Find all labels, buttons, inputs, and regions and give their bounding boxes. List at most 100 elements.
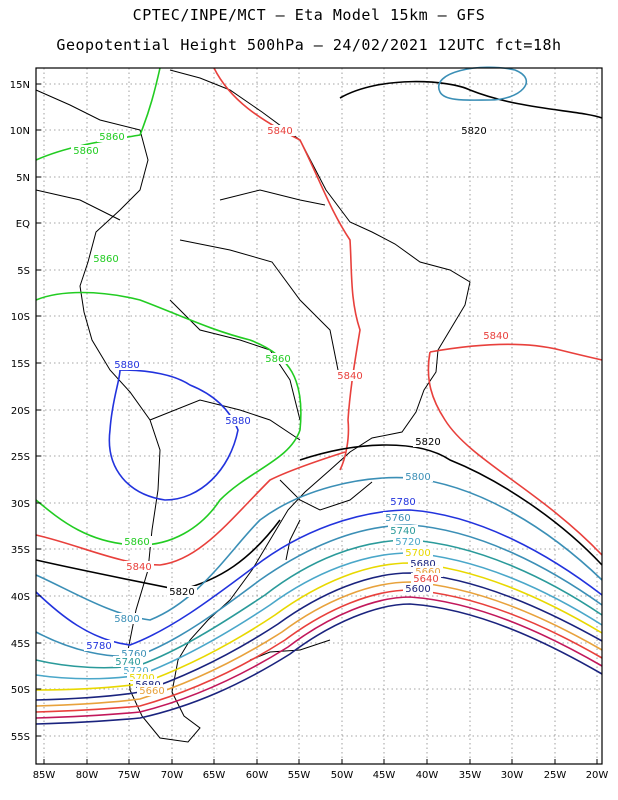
contour-label-bg bbox=[167, 586, 197, 597]
contour-label-bg bbox=[335, 370, 365, 381]
contour-label: 5880 bbox=[114, 360, 139, 371]
contour-label: 5720 bbox=[395, 537, 420, 548]
contour-5840-east-loop bbox=[427, 351, 603, 556]
contour-label: 5720 bbox=[123, 666, 148, 677]
contour-label: 5760 bbox=[385, 513, 410, 524]
contour-label-bg bbox=[263, 353, 293, 364]
contour-label: 5860 bbox=[124, 537, 149, 548]
contour-label-bg bbox=[133, 679, 163, 690]
contour-label-bg bbox=[91, 253, 121, 264]
contour-label-bg bbox=[71, 145, 101, 156]
map-frame bbox=[35, 67, 603, 765]
lon-tick-label: 50W bbox=[331, 770, 354, 781]
contour-label: 5600 bbox=[405, 584, 430, 595]
lat-tick-label: EQ bbox=[16, 219, 30, 230]
contour-label: 5860 bbox=[93, 254, 118, 265]
lon-tick-label: 55W bbox=[288, 770, 311, 781]
lat-tick-label: 15S bbox=[11, 359, 30, 370]
contour-label-bg bbox=[124, 561, 154, 572]
contour-label-bg bbox=[137, 685, 167, 696]
contour-label-bg bbox=[127, 672, 157, 683]
contour-5720 bbox=[35, 552, 603, 680]
map-subtitle: Geopotential Height 500hPa – 24/02/2021 … bbox=[56, 36, 562, 54]
contour-label-bg bbox=[403, 547, 433, 558]
lon-tick-label: 80W bbox=[76, 770, 99, 781]
lon-tick-label: 60W bbox=[246, 770, 269, 781]
contour-label-bg bbox=[121, 665, 151, 676]
contour-label: 5780 bbox=[86, 641, 111, 652]
contour-label: 5640 bbox=[413, 574, 438, 585]
contour-label: 5740 bbox=[115, 657, 140, 668]
contour-label-bg bbox=[459, 125, 489, 136]
lat-tick-label: 50S bbox=[11, 685, 30, 696]
lat-tick-label: 25S bbox=[11, 452, 30, 463]
lat-tick-label: 5S bbox=[17, 266, 30, 277]
contour-label: 5840 bbox=[126, 562, 151, 573]
lat-tick-label: 10S bbox=[11, 312, 30, 323]
contour-label: 5840 bbox=[337, 371, 362, 382]
contour-5860-green-north bbox=[35, 67, 161, 161]
contour-labels: 5820584058605860586058805880584058405860… bbox=[71, 125, 511, 697]
lon-tick-label: 70W bbox=[161, 770, 184, 781]
contour-label-bg bbox=[113, 656, 143, 667]
contour-label-bg bbox=[112, 613, 142, 624]
contour-5840-east bbox=[429, 343, 603, 361]
contour-label: 5860 bbox=[73, 146, 98, 157]
contour-label: 5800 bbox=[405, 472, 430, 483]
contour-label-bg bbox=[388, 525, 418, 536]
longitude-axis: 85W 80W 75W 70W 65W 60W 55W 50W 45W 40W 35W 30W 25W 2… bbox=[33, 759, 609, 781]
contour-label-bg bbox=[408, 558, 438, 569]
contour-label-bg bbox=[413, 566, 443, 577]
contour-5700 bbox=[35, 562, 603, 691]
contour-label: 5760 bbox=[121, 649, 146, 660]
lon-tick-label: 65W bbox=[203, 770, 226, 781]
contour-5860-green-mid bbox=[35, 291, 302, 546]
contour-label-bg bbox=[388, 496, 418, 507]
lat-tick-label: 15N bbox=[10, 80, 30, 91]
contour-label-bg bbox=[97, 131, 127, 142]
contour-label-bg bbox=[383, 512, 413, 523]
contour-5640 bbox=[35, 589, 603, 713]
lat-tick-label: 55S bbox=[11, 732, 30, 743]
lat-tick-label: 35S bbox=[11, 545, 30, 556]
contour-label: 5820 bbox=[461, 126, 486, 137]
contour-label-bg bbox=[411, 573, 441, 584]
lat-tick-label: 45S bbox=[11, 639, 30, 650]
contour-label: 5740 bbox=[390, 526, 415, 537]
contour-5800-north bbox=[437, 66, 528, 101]
contour-lines bbox=[35, 66, 603, 725]
contour-5600 bbox=[35, 603, 603, 725]
lon-tick-label: 20W bbox=[586, 770, 609, 781]
lon-tick-label: 40W bbox=[416, 770, 439, 781]
contour-label: 5840 bbox=[267, 126, 292, 137]
latitude-axis: 15N 10N 5N EQ 5S 10S 15S 20S 25S 30S 35S 40S 45S 50S 5… bbox=[10, 80, 41, 743]
contour-label-bg bbox=[223, 415, 253, 426]
contour-label: 5780 bbox=[390, 497, 415, 508]
contour-label: 5660 bbox=[139, 686, 164, 697]
contour-label-bg bbox=[119, 648, 149, 659]
contour-5620 bbox=[35, 596, 603, 719]
lon-tick-label: 75W bbox=[118, 770, 141, 781]
contour-5680 bbox=[35, 572, 603, 701]
contour-label: 5660 bbox=[415, 567, 440, 578]
lon-tick-label: 35W bbox=[459, 770, 482, 781]
contour-label: 5860 bbox=[99, 132, 124, 143]
lat-tick-label: 20S bbox=[11, 406, 30, 417]
lat-tick-label: 10N bbox=[10, 126, 30, 137]
contour-label: 5840 bbox=[483, 331, 508, 342]
contour-label-bg bbox=[265, 125, 295, 136]
lon-tick-label: 85W bbox=[33, 770, 56, 781]
contour-label-bg bbox=[112, 359, 142, 370]
lon-tick-label: 45W bbox=[373, 770, 396, 781]
contour-label-bg bbox=[403, 471, 433, 482]
contour-label-bg bbox=[403, 583, 433, 594]
lon-tick-label: 25W bbox=[544, 770, 567, 781]
contour-label: 5700 bbox=[405, 548, 430, 559]
contour-label: 5820 bbox=[169, 587, 194, 598]
contour-5820-north bbox=[339, 80, 603, 119]
contour-label: 5800 bbox=[114, 614, 139, 625]
contour-5840-south bbox=[35, 451, 346, 566]
contour-label-bg bbox=[413, 436, 443, 447]
contour-label-bg bbox=[481, 330, 511, 341]
